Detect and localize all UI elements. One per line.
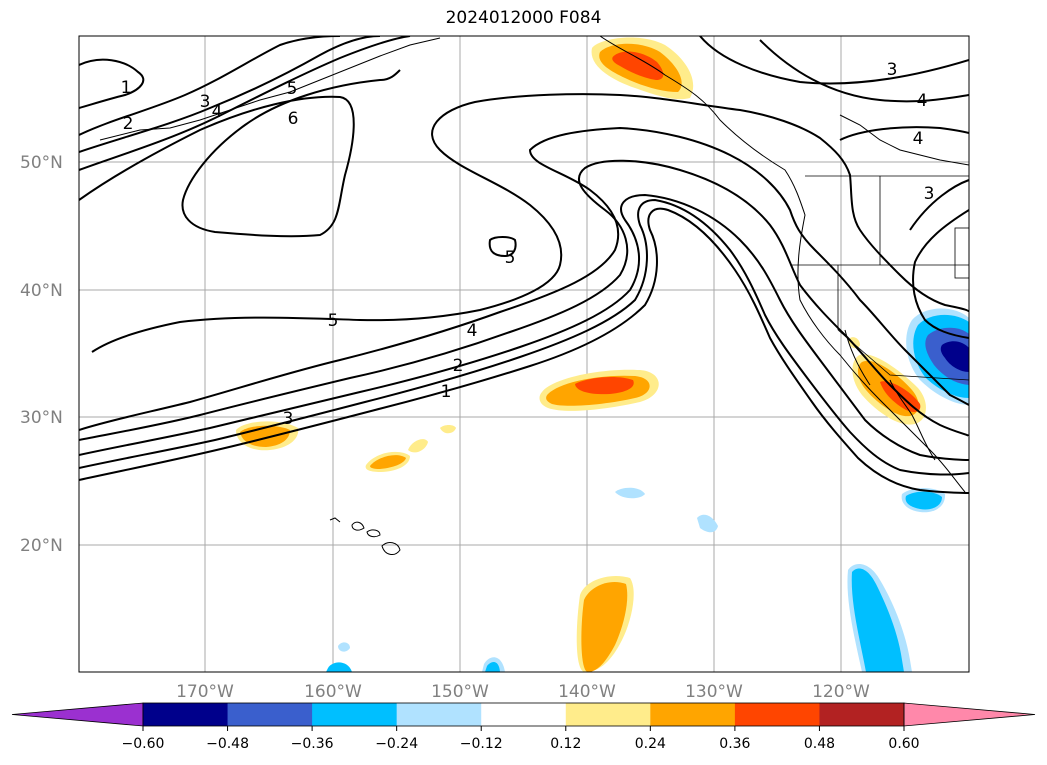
lat-label: 50°N xyxy=(20,153,63,173)
colorbar-extend-low xyxy=(11,702,144,727)
colorbar-tick-label: −0.36 xyxy=(291,736,334,752)
contour-label: 4 xyxy=(917,91,928,111)
contour-label-group: 1 2 3 4 5 6 5 5 4 2 1 3 3 4 4 3 xyxy=(121,60,935,429)
contour-label: 3 xyxy=(283,409,294,429)
contour-label: 5 xyxy=(505,248,516,268)
lon-label: 150°W xyxy=(431,682,489,702)
contour-label: 1 xyxy=(441,382,452,402)
lon-label: 160°W xyxy=(304,682,362,702)
contour-label: 3 xyxy=(200,92,211,112)
map-border xyxy=(78,35,970,673)
colorbar-tick-label: −0.48 xyxy=(206,736,249,752)
lon-label: 130°W xyxy=(685,682,743,702)
colorbar-segment xyxy=(143,703,229,726)
contour-label: 2 xyxy=(123,114,134,134)
lat-label: 30°N xyxy=(20,408,63,428)
contour-lines xyxy=(79,36,969,494)
lat-label: 40°N xyxy=(20,281,63,301)
colorbar-segment xyxy=(396,703,482,726)
colorbar-segment xyxy=(227,703,313,726)
colorbar-tick-label: 0.12 xyxy=(550,736,581,752)
lat-label: 20°N xyxy=(20,536,63,556)
lon-label: 170°W xyxy=(176,682,234,702)
colorbar-tick-label: −0.12 xyxy=(460,736,503,752)
colorbar-tick-label: −0.60 xyxy=(122,736,165,752)
colorbar-segment xyxy=(650,703,736,726)
colorbar-segment xyxy=(481,703,567,726)
contour-label: 4 xyxy=(467,321,478,341)
colorbar-tick-label: 0.48 xyxy=(804,736,835,752)
colorbar-tick-label: −0.24 xyxy=(375,736,418,752)
contour-label: 6 xyxy=(288,109,299,129)
contour-label: 5 xyxy=(287,79,298,99)
gridlines xyxy=(79,36,969,672)
colorbar-segment xyxy=(734,703,820,726)
colorbar-tick-label: 0.24 xyxy=(635,736,666,752)
contour-label: 5 xyxy=(328,311,339,331)
contour-label: 1 xyxy=(121,78,132,98)
contour-label: 3 xyxy=(924,184,935,204)
map-area xyxy=(79,36,969,672)
lon-label: 140°W xyxy=(558,682,616,702)
colorbar-tick-label: 0.60 xyxy=(888,736,919,752)
colorbar-segment xyxy=(819,703,905,726)
contour-label: 3 xyxy=(887,60,898,80)
colorbar-ticks: −0.60 −0.48 −0.36 −0.24 −0.12 0.12 0.24 0.36 0.4… xyxy=(122,726,920,752)
colorbar-extend-high xyxy=(903,702,1036,727)
colorbar-tick-label: 0.36 xyxy=(719,736,750,752)
contour-label: 4 xyxy=(212,102,223,122)
colorbar-segment xyxy=(312,703,398,726)
map-title: 2024012000 F084 xyxy=(445,8,602,28)
contour-label: 2 xyxy=(453,356,464,376)
colorbar xyxy=(11,702,1036,727)
contour-label: 4 xyxy=(913,129,924,149)
lon-label: 120°W xyxy=(812,682,870,702)
colorbar-frame xyxy=(142,702,905,727)
colorbar-segment xyxy=(565,703,651,726)
